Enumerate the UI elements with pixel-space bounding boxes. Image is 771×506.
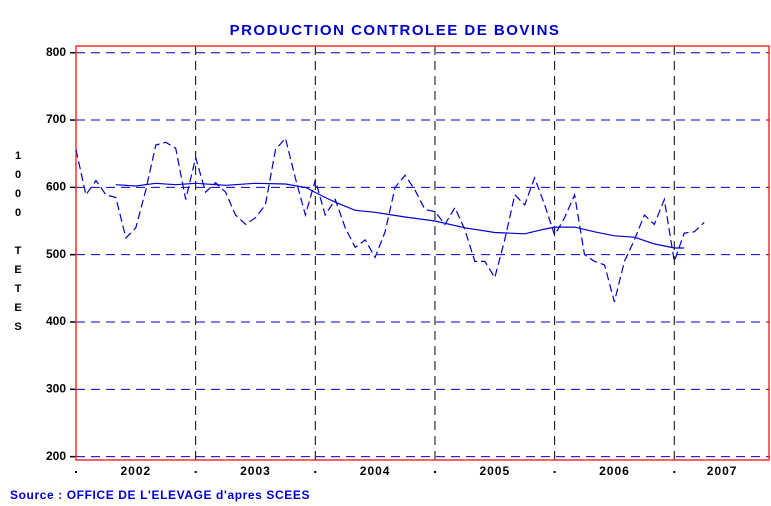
x-tick-label: 2003	[240, 464, 271, 478]
data-line	[75, 136, 705, 302]
x-tick-label: 2007	[707, 464, 738, 478]
x-tick	[433, 471, 436, 473]
x-tick-label: 2005	[479, 464, 510, 478]
x-tick	[314, 471, 317, 473]
y-tick-label: 600	[46, 180, 66, 194]
y-tick-label: 300	[46, 381, 66, 395]
y-axis-label: 1000 TETES	[12, 150, 24, 340]
x-tick-label: 2006	[599, 464, 630, 478]
source-note: Source : OFFICE DE L'ELEVAGE d'apres SCE…	[10, 488, 310, 502]
x-tick	[673, 471, 676, 473]
data-line	[115, 182, 685, 249]
x-tick-label: 2004	[360, 464, 391, 478]
x-tick	[75, 471, 77, 473]
x-tick	[553, 471, 556, 473]
y-tick-label: 500	[46, 247, 66, 261]
y-tick-label: 800	[46, 45, 66, 59]
plot-frame	[75, 45, 770, 461]
y-tick-label: 400	[46, 314, 66, 328]
y-tick-label: 700	[46, 112, 66, 126]
x-tick	[194, 471, 197, 473]
chart-title: PRODUCTION CONTROLEE DE BOVINS	[230, 22, 561, 39]
y-tick-label: 200	[46, 449, 66, 463]
x-tick-label: 2002	[120, 464, 151, 478]
